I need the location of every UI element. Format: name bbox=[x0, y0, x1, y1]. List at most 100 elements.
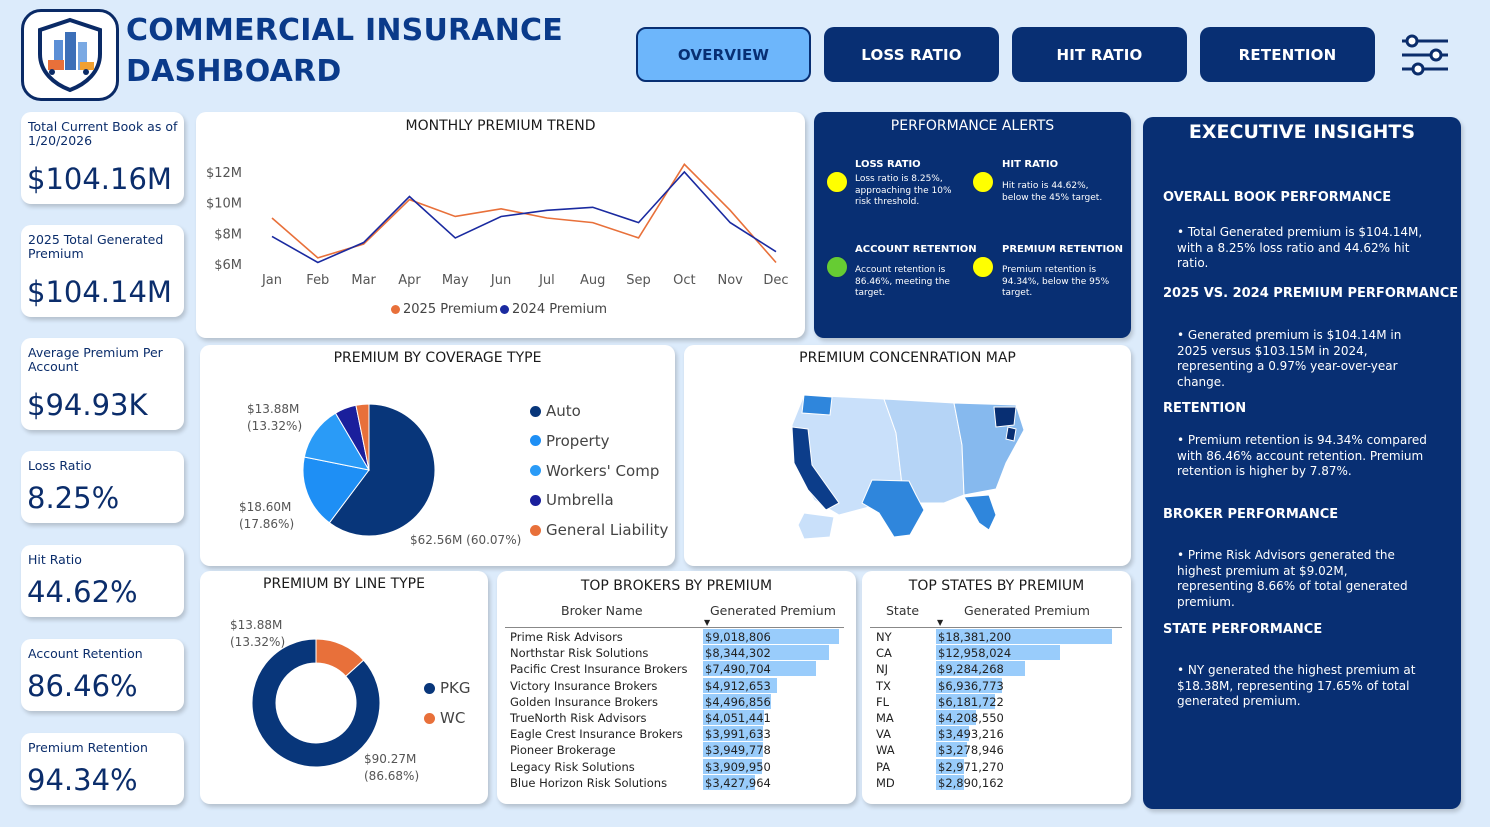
monthly-premium-line-chart: $12M $10M $8M $6M Jan Feb Mar Apr May Jun Jul Aug Se… bbox=[206, 163, 789, 288]
coverage-pie-chart bbox=[302, 403, 436, 537]
col-header-state[interactable]: State bbox=[886, 603, 920, 618]
alert-text: Premium retention is 94.34%, below the 9… bbox=[1002, 265, 1110, 298]
value-bar bbox=[936, 742, 968, 758]
row-name[interactable]: Eagle Crest Insurance Brokers bbox=[510, 727, 683, 742]
dashboard-title: COMMERCIAL INSURANCE DASHBOARD bbox=[126, 10, 563, 92]
legend-2025: 2025 Premium bbox=[391, 302, 498, 317]
filter-sliders-icon[interactable] bbox=[1400, 34, 1452, 76]
row-name[interactable]: PA bbox=[876, 759, 891, 774]
warning-status-icon bbox=[972, 256, 994, 278]
row-name[interactable]: VA bbox=[876, 727, 891, 742]
chart-title: TOP STATES BY PREMIUM bbox=[908, 578, 1085, 594]
line-type-donut-chart bbox=[251, 638, 381, 768]
coverage-type-card: PREMIUM BY COVERAGE TYPE $13.88M (13.32%… bbox=[200, 345, 675, 566]
pie-label-pct: (13.32%) bbox=[247, 419, 303, 433]
legend-dot bbox=[391, 305, 400, 314]
row-value: $6,181,722 bbox=[938, 694, 1004, 709]
line-type-card: PREMIUM BY LINE TYPE $13.88M (13.32%) $9… bbox=[200, 571, 488, 804]
row-value: $9,018,806 bbox=[705, 630, 771, 644]
kpi-value: 86.46% bbox=[27, 669, 138, 703]
row-name[interactable]: NY bbox=[876, 630, 892, 644]
legend-item: WC bbox=[424, 709, 465, 727]
sort-desc-icon[interactable]: ▼ bbox=[704, 618, 711, 627]
insight-text: • Premium retention is 94.34% compared w… bbox=[1177, 433, 1427, 478]
insight-text: • Generated premium is $104.14M in 2025 … bbox=[1177, 328, 1402, 389]
insight-heading: STATE PERFORMANCE bbox=[1163, 622, 1323, 637]
kpi-value: 44.62% bbox=[27, 575, 138, 609]
kpi-total-current-book: Total Current Book as of 1/20/2026 $104.… bbox=[21, 112, 184, 204]
executive-insights-card: EXECUTIVE INSIGHTS OVERALL BOOK PERFORMA… bbox=[1143, 117, 1461, 809]
value-bar bbox=[703, 629, 839, 644]
row-name[interactable]: Prime Risk Advisors bbox=[510, 630, 623, 644]
legend-dot bbox=[530, 524, 541, 536]
row-name[interactable]: Golden Insurance Brokers bbox=[510, 694, 658, 709]
value-bar bbox=[936, 726, 970, 742]
monthly-premium-trend-card: MONTHLY PREMIUM TREND $12M $10M $8M $6M Jan F… bbox=[196, 112, 805, 338]
chart-title: PREMIUM CONCENRATION MAP bbox=[799, 350, 1016, 366]
kpi-label: Loss Ratio bbox=[28, 458, 92, 473]
legend-dot bbox=[530, 405, 541, 417]
legend-2024: 2024 Premium bbox=[500, 302, 607, 317]
x-tick-label: Oct bbox=[673, 273, 695, 288]
y-tick-label: $8M bbox=[214, 227, 242, 242]
top-brokers-card: TOP BROKERS BY PREMIUM Broker Name Gener… bbox=[497, 571, 856, 804]
insight-text: • Total Generated premium is $104.14M, w… bbox=[1177, 225, 1423, 270]
pie-data-label: $13.88M (13.32%) bbox=[247, 401, 302, 435]
x-tick-label: Jan bbox=[261, 273, 282, 288]
legend-dot bbox=[424, 682, 435, 694]
row-name[interactable]: Blue Horizon Risk Solutions bbox=[510, 775, 668, 790]
x-tick-label: Nov bbox=[717, 273, 743, 288]
map-state-wa bbox=[801, 394, 833, 416]
kpi-total-generated-premium: 2025 Total Generated Premium $104.14M bbox=[21, 225, 184, 317]
sort-desc-icon[interactable]: ▼ bbox=[937, 618, 944, 627]
value-bar bbox=[936, 661, 1025, 677]
legend-dot bbox=[530, 494, 541, 506]
chart-title: MONTHLY PREMIUM TREND bbox=[405, 118, 596, 134]
donut-label-pct: (86.68%) bbox=[364, 769, 420, 783]
row-name[interactable]: WA bbox=[876, 743, 895, 758]
insight-text: • Prime Risk Advisors generated the high… bbox=[1177, 548, 1408, 609]
legend-label: Property bbox=[546, 431, 610, 450]
row-name[interactable]: TrueNorth Risk Advisors bbox=[510, 711, 647, 725]
row-name[interactable]: Victory Insurance Brokers bbox=[510, 678, 658, 693]
row-name[interactable]: Legacy Risk Solutions bbox=[510, 759, 635, 774]
kpi-loss-ratio: Loss Ratio 8.25% bbox=[21, 451, 184, 523]
tab-hit-ratio[interactable]: HIT RATIO bbox=[1012, 27, 1187, 82]
row-name[interactable]: Northstar Risk Solutions bbox=[510, 646, 649, 661]
insight-heading: OVERALL BOOK PERFORMANCE bbox=[1163, 190, 1392, 205]
map-state-tx bbox=[861, 479, 925, 538]
value-bar bbox=[936, 774, 964, 790]
donut-label-pct: (13.32%) bbox=[230, 635, 286, 649]
row-name[interactable]: MD bbox=[876, 775, 895, 790]
map-state-ny bbox=[993, 406, 1017, 428]
row-value: $12,958,024 bbox=[938, 646, 1012, 661]
row-name[interactable]: MA bbox=[876, 711, 894, 725]
kpi-account-retention: Account Retention 86.46% bbox=[21, 639, 184, 711]
value-bar bbox=[936, 677, 1003, 693]
col-header-generated-premium[interactable]: Generated Premium bbox=[964, 603, 1090, 618]
col-header-generated-premium[interactable]: Generated Premium bbox=[710, 603, 836, 618]
tab-overview[interactable]: OVERVIEW bbox=[636, 27, 811, 82]
legend-dot bbox=[530, 465, 541, 477]
row-value: $4,912,653 bbox=[705, 678, 771, 693]
x-tick-label: Jul bbox=[538, 273, 555, 288]
tab-retention[interactable]: RETENTION bbox=[1200, 27, 1375, 82]
chart-title: PREMIUM BY LINE TYPE bbox=[263, 576, 425, 592]
row-value: $3,991,633 bbox=[705, 727, 771, 742]
row-name[interactable]: Pioneer Brokerage bbox=[510, 743, 616, 758]
col-header-broker-name[interactable]: Broker Name bbox=[561, 603, 643, 618]
legend-label: PKG bbox=[440, 679, 471, 697]
pie-slice bbox=[328, 403, 436, 537]
kpi-average-premium: Average Premium Per Account $94.93K bbox=[21, 338, 184, 430]
alert-title: HIT RATIO bbox=[1002, 159, 1059, 170]
map-state-nj bbox=[1005, 426, 1017, 442]
tab-loss-ratio[interactable]: LOSS RATIO bbox=[824, 27, 999, 82]
row-name[interactable]: NJ bbox=[876, 662, 888, 677]
row-name[interactable]: CA bbox=[876, 646, 892, 661]
legend-item: Auto bbox=[530, 402, 581, 420]
row-name[interactable]: FL bbox=[876, 694, 890, 709]
row-name[interactable]: TX bbox=[876, 678, 891, 693]
row-name[interactable]: Pacific Crest Insurance Brokers bbox=[510, 662, 688, 677]
legend-dot bbox=[530, 435, 541, 447]
x-tick-label: Dec bbox=[763, 273, 788, 288]
